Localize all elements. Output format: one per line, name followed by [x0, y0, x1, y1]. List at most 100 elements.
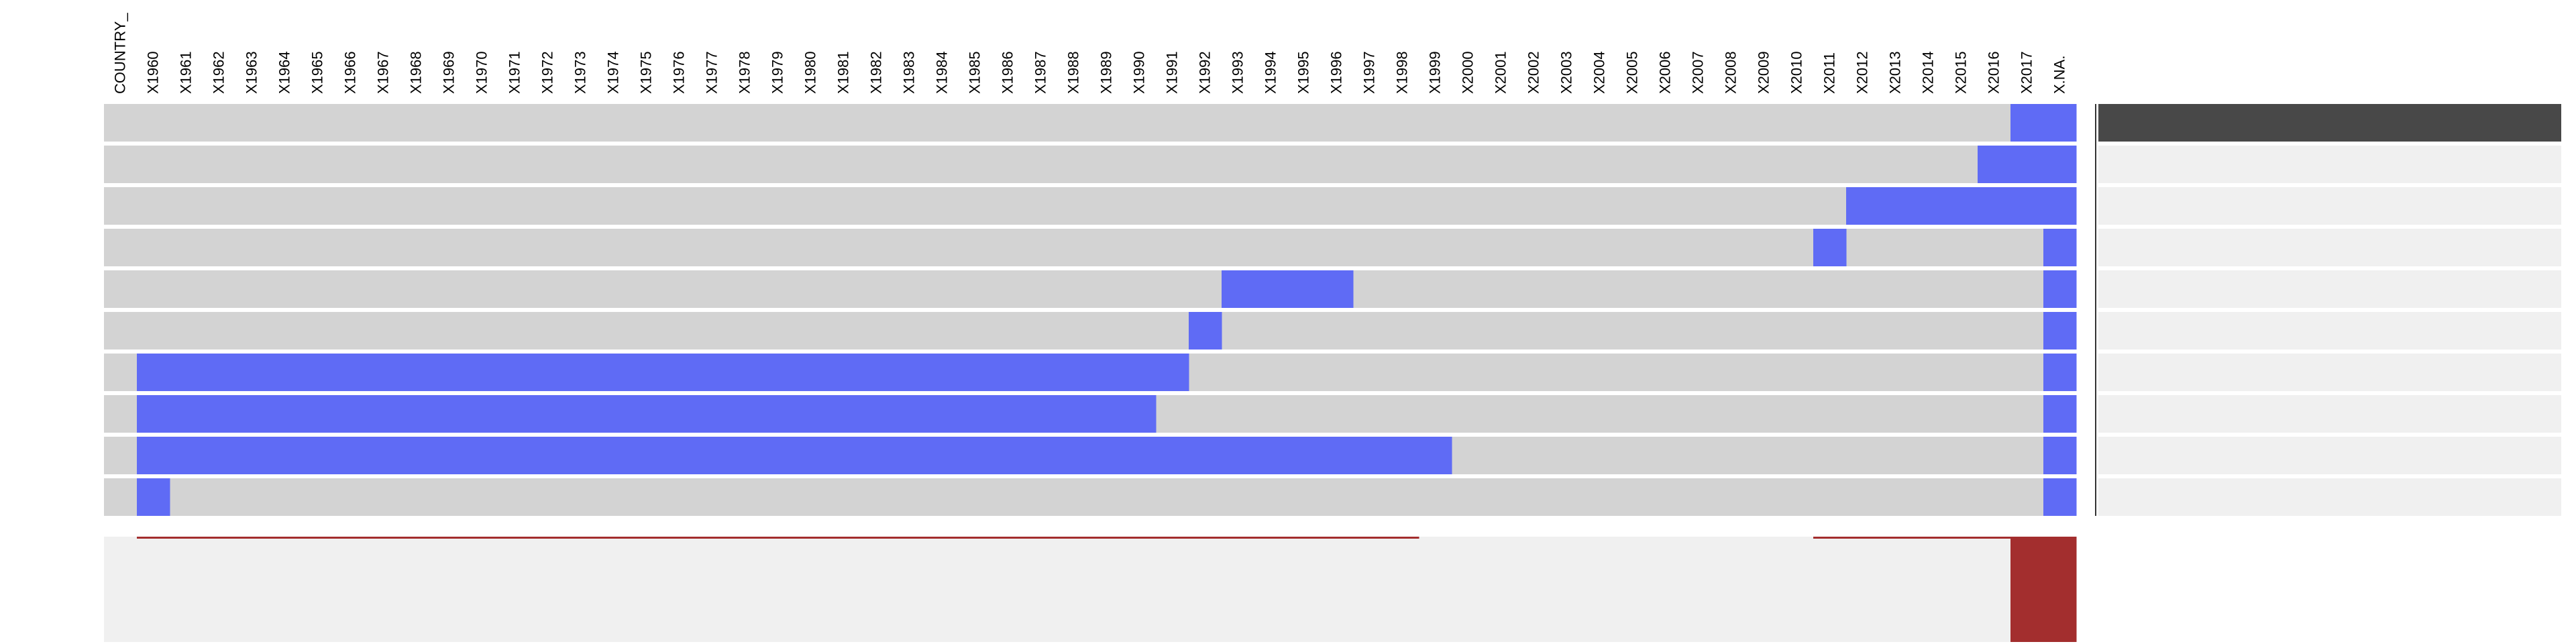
column-missing-bar [1057, 537, 1091, 539]
missing-cell [663, 437, 696, 474]
column-missing-bar [696, 537, 729, 539]
column-label-x1964: X1964 [276, 51, 293, 94]
column-label-x2017: X2017 [2019, 51, 2035, 94]
column-label-x1994: X1994 [1263, 51, 1279, 94]
observed-band [104, 229, 2076, 266]
column-label-x1977: X1977 [704, 51, 720, 94]
missing-cell [367, 395, 400, 433]
column-missing-bar [564, 537, 598, 539]
observed-band [104, 478, 2076, 516]
missing-cell [1813, 229, 1847, 266]
column-label-x1961: X1961 [178, 51, 195, 94]
missing-cell [959, 437, 992, 474]
column-missing-bar [1353, 537, 1387, 539]
missing-cell [794, 354, 828, 391]
column-label-x2002: X2002 [1525, 51, 1542, 94]
missing-cell [400, 354, 433, 391]
column-missing-bar [630, 537, 663, 539]
frequency-bar [2098, 104, 2561, 142]
column-label-x1971: X1971 [506, 51, 523, 94]
column-missing-bar [334, 537, 368, 539]
missing-cell [827, 395, 861, 433]
intersection-row [104, 270, 2077, 308]
missing-cell [860, 354, 894, 391]
missing-cell [991, 437, 1025, 474]
missing-cell [235, 395, 269, 433]
column-label-x2011: X2011 [1821, 52, 1838, 94]
intersection-frequency-bars [2095, 104, 2561, 516]
missing-cell [794, 437, 828, 474]
missing-cell [137, 395, 170, 433]
missing-cell [2010, 104, 2044, 142]
missing-cell [860, 437, 894, 474]
missing-cell [1419, 437, 1452, 474]
missing-cell [564, 354, 598, 391]
column-missing-bar [991, 537, 1025, 539]
intersection-row [104, 312, 2077, 350]
column-missing-bar [137, 537, 170, 539]
column-missing-bar [1912, 537, 1945, 539]
missing-cell [893, 437, 926, 474]
column-label-x1963: X1963 [244, 51, 260, 94]
column-missing-bar [2043, 537, 2077, 642]
column-missing-bar [301, 537, 335, 539]
column-label-x1995: X1995 [1295, 51, 1312, 94]
column-missing-bar [1386, 537, 1419, 539]
column-missing-bars [104, 537, 2077, 642]
missing-cell [170, 395, 203, 433]
missing-cell [203, 354, 236, 391]
missing-cell [466, 395, 499, 433]
intersection-row [104, 437, 2077, 474]
column-missing-bar [235, 537, 269, 539]
missing-cell [2043, 395, 2077, 433]
missing-cell [334, 395, 368, 433]
missing-cell [367, 354, 400, 391]
missing-cell [1090, 395, 1124, 433]
missing-cell [2043, 104, 2077, 142]
column-label-x1973: X1973 [572, 51, 589, 94]
column-missing-bar [498, 537, 532, 539]
missing-cell [1846, 187, 1880, 225]
column-label-x2008: X2008 [1723, 51, 1739, 94]
missing-cell [203, 395, 236, 433]
column-label-x1993: X1993 [1230, 51, 1246, 94]
column-missing-bar [2010, 537, 2044, 642]
missing-cell [203, 437, 236, 474]
frequency-track [2098, 187, 2561, 225]
missing-cell [696, 354, 729, 391]
column-missing-bar [1813, 537, 1847, 539]
column-label-x2007: X2007 [1690, 51, 1707, 94]
missing-cell [531, 437, 565, 474]
missing-cell [926, 437, 959, 474]
intersection-row [104, 229, 2077, 266]
column-label-x1989: X1989 [1098, 51, 1115, 94]
missing-cell [729, 437, 762, 474]
missing-cell [729, 354, 762, 391]
column-label-x1991: X1991 [1164, 51, 1181, 94]
heatmap-cells [104, 104, 2077, 516]
missing-cell [2043, 270, 2077, 308]
missing-cell [137, 437, 170, 474]
intersection-row [104, 395, 2077, 433]
missing-cell [630, 437, 663, 474]
missing-cell [564, 437, 598, 474]
column-label-x1969: X1969 [441, 51, 458, 94]
column-label-x1998: X1998 [1394, 51, 1411, 94]
missing-cell [301, 354, 335, 391]
intersection-row [104, 146, 2077, 183]
column-missing-bar [794, 537, 828, 539]
missing-cell [367, 437, 400, 474]
missing-cell [268, 395, 302, 433]
frequency-track [2098, 270, 2561, 308]
column-label-x1987: X1987 [1032, 51, 1049, 94]
missing-cell [2043, 354, 2077, 391]
column-label-x2006: X2006 [1657, 51, 1674, 94]
column-missing-bar [761, 537, 795, 539]
missing-cell [1189, 437, 1222, 474]
column-missing-bar [893, 537, 926, 539]
missing-cell [170, 437, 203, 474]
missing-cell [597, 437, 631, 474]
column-label-x-na: X.NA. [2051, 56, 2068, 94]
missing-cell [1978, 187, 2011, 225]
missing-cell [498, 437, 532, 474]
